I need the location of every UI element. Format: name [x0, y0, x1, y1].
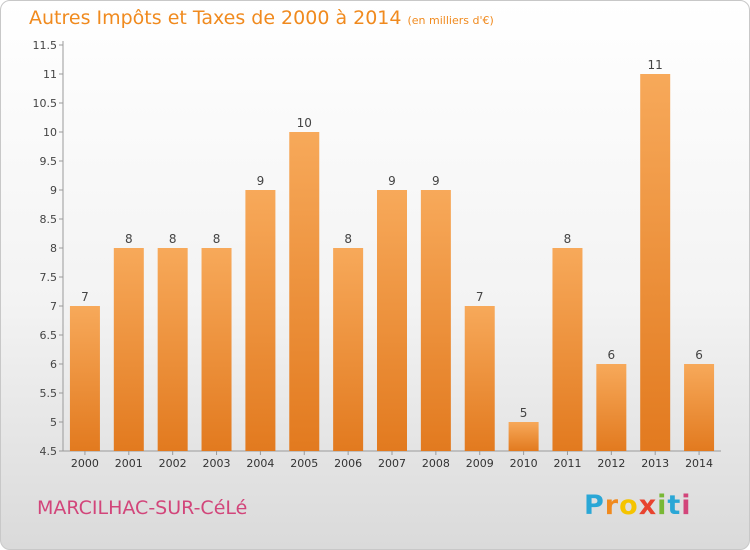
chart-labels: 7 2000 8 2001 8 2002 8 2003 9 2004 10 2005 8 2006 9 200…: [71, 58, 713, 470]
x-tick-label-2010: 2010: [510, 457, 538, 470]
x-tick-label-2001: 2001: [115, 457, 143, 470]
x-tick-label-2004: 2004: [246, 457, 274, 470]
y-tick-label: 8.5: [40, 213, 58, 226]
x-tick-label-2011: 2011: [553, 457, 581, 470]
bar-2004: [245, 190, 276, 451]
chart-title-block: Autres Impôts et Taxes de 2000 à 2014 (en…: [29, 7, 494, 29]
chart-bars: [69, 74, 715, 451]
y-tick-label: 5.5: [40, 387, 58, 400]
data-label-2006: 8: [344, 232, 352, 246]
commune-name: MARCILHAC-SUR-CéLé: [37, 497, 248, 519]
bar-2013: [640, 74, 671, 451]
data-label-2003: 8: [213, 232, 221, 246]
chart-title: Autres Impôts et Taxes de 2000 à 2014: [29, 7, 402, 29]
bar-2006: [333, 248, 364, 451]
y-tick-label: 9: [50, 184, 57, 197]
logo-letter: i: [657, 490, 668, 521]
y-tick-label: 4.5: [40, 445, 58, 458]
bar-2000: [69, 306, 100, 451]
y-tick-label: 9.5: [40, 155, 58, 168]
y-tick-label: 7: [50, 300, 57, 313]
x-tick-label-2003: 2003: [203, 457, 231, 470]
data-label-2004: 9: [257, 174, 265, 188]
data-label-2001: 8: [125, 232, 133, 246]
bar-2008: [420, 190, 451, 451]
bar-2009: [464, 306, 495, 451]
x-tick-label-2013: 2013: [641, 457, 669, 470]
chart-subtitle: (en milliers d'€): [407, 14, 494, 27]
y-tick-label: 11: [43, 68, 57, 81]
proxiti-logo[interactable]: Proxiti: [584, 490, 692, 521]
x-tick-label-2012: 2012: [597, 457, 625, 470]
logo-letter: t: [667, 490, 682, 521]
logo-letter: i: [681, 490, 692, 521]
bar-2010: [508, 422, 539, 451]
logo-letter: o: [619, 490, 639, 521]
y-tick-label: 7.5: [40, 271, 58, 284]
bar-2003: [201, 248, 232, 451]
bar-2007: [377, 190, 407, 451]
data-label-2012: 6: [608, 348, 616, 362]
data-label-2013: 11: [648, 58, 663, 72]
logo-letter: x: [638, 490, 658, 521]
x-tick-label-2008: 2008: [422, 457, 450, 470]
y-tick-label: 6: [50, 358, 57, 371]
data-label-2007: 9: [388, 174, 396, 188]
x-tick-label-2005: 2005: [290, 457, 318, 470]
y-tick-label: 8: [50, 242, 57, 255]
bar-2014: [684, 364, 715, 451]
data-label-2009: 7: [476, 290, 484, 304]
y-tick-label: 5: [50, 416, 57, 429]
data-label-2011: 8: [564, 232, 572, 246]
bar-2011: [552, 248, 583, 451]
data-label-2010: 5: [520, 406, 528, 420]
x-tick-label-2007: 2007: [378, 457, 406, 470]
bar-2001: [113, 248, 144, 451]
data-label-2014: 6: [695, 348, 703, 362]
y-tick-label: 10: [43, 126, 57, 139]
bar-2005: [289, 132, 320, 451]
data-label-2008: 9: [432, 174, 440, 188]
x-tick-label-2000: 2000: [71, 457, 99, 470]
data-label-2005: 10: [297, 116, 312, 130]
bar-2002: [157, 248, 188, 451]
bar-2012: [596, 364, 627, 451]
x-tick-label-2002: 2002: [159, 457, 187, 470]
data-label-2002: 8: [169, 232, 177, 246]
y-tick-label: 11.5: [33, 39, 58, 52]
y-tick-label: 6.5: [40, 329, 58, 342]
logo-letter: r: [604, 490, 620, 521]
y-tick-label: 10.5: [33, 97, 58, 110]
x-tick-label-2006: 2006: [334, 457, 362, 470]
x-tick-label-2014: 2014: [685, 457, 713, 470]
data-label-2000: 7: [81, 290, 89, 304]
logo-letter: P: [584, 490, 605, 521]
x-tick-label-2009: 2009: [466, 457, 494, 470]
